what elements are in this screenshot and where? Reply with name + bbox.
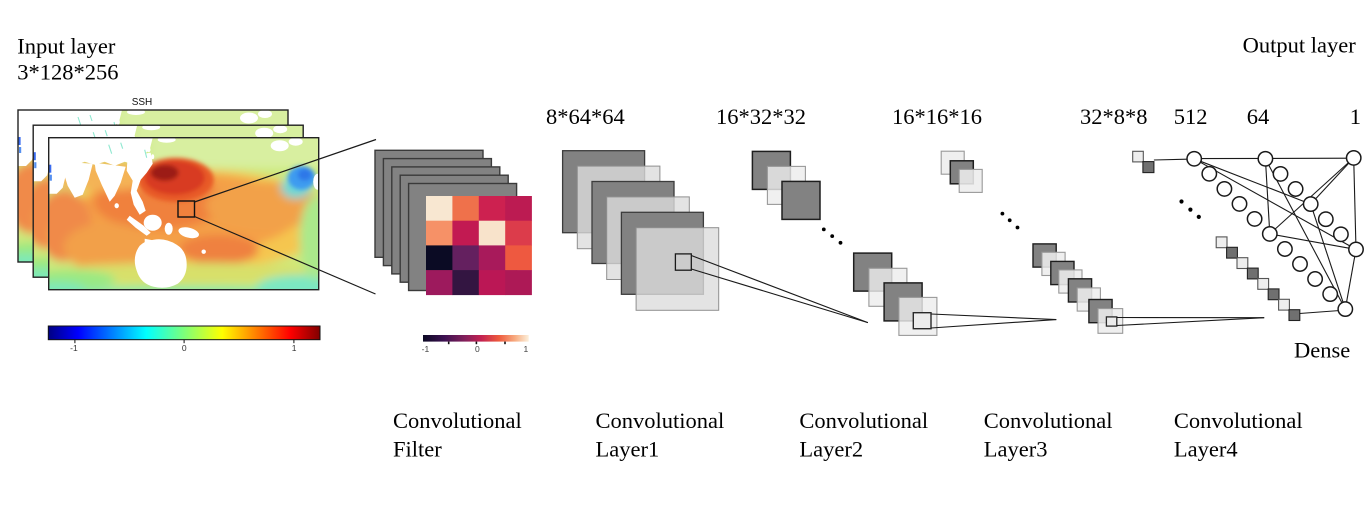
svg-text:8*64*64: 8*64*64	[546, 104, 625, 129]
svg-text:-1: -1	[70, 343, 78, 353]
svg-text:Filter: Filter	[393, 436, 442, 461]
svg-text:16*32*32: 16*32*32	[716, 104, 806, 129]
svg-text:Input layer: Input layer	[17, 34, 116, 59]
svg-text:Layer2: Layer2	[799, 436, 863, 461]
svg-text:Convolutional: Convolutional	[799, 408, 928, 433]
svg-text:Output layer: Output layer	[1243, 33, 1357, 58]
svg-text:32*8*8: 32*8*8	[1080, 104, 1148, 129]
svg-text:0: 0	[182, 343, 187, 353]
svg-text:Dense: Dense	[1294, 338, 1350, 363]
svg-text:-1: -1	[422, 344, 430, 354]
svg-text:1: 1	[524, 344, 529, 354]
svg-text:Convolutional: Convolutional	[596, 408, 725, 433]
svg-text:Layer4: Layer4	[1174, 436, 1238, 461]
svg-text:1: 1	[292, 343, 297, 353]
svg-text:Convolutional: Convolutional	[393, 408, 522, 433]
svg-text:1: 1	[1350, 104, 1361, 129]
svg-text:16*16*16: 16*16*16	[892, 104, 982, 129]
svg-text:Layer1: Layer1	[596, 436, 660, 461]
svg-text:3*128*256: 3*128*256	[17, 60, 118, 85]
svg-text:64: 64	[1247, 104, 1270, 129]
svg-text:Convolutional: Convolutional	[1174, 408, 1303, 433]
svg-text:512: 512	[1174, 104, 1208, 129]
svg-text:SSH: SSH	[132, 97, 153, 108]
svg-text:Convolutional: Convolutional	[984, 408, 1113, 433]
svg-text:0: 0	[475, 344, 480, 354]
svg-text:Layer3: Layer3	[984, 436, 1048, 461]
